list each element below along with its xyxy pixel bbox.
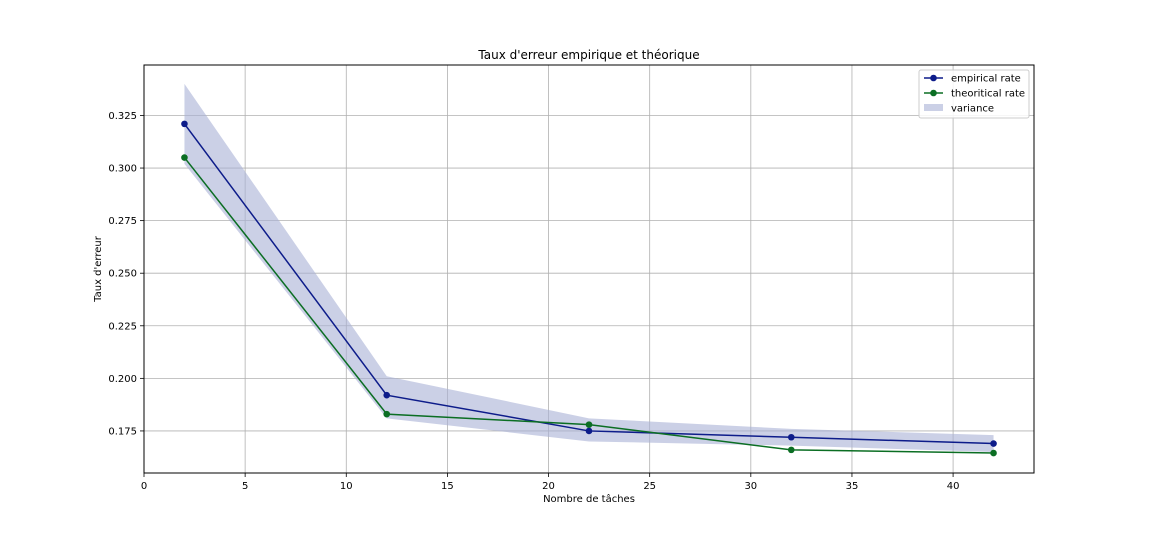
y-tick-label: 0.300	[108, 164, 137, 175]
y-tick-label: 0.175	[108, 426, 137, 437]
x-tick-label: 30	[744, 481, 757, 492]
x-axis-ticks: 0 5 10 15 20 25 30 35 40	[141, 473, 960, 492]
y-axis-title: Taux d'erreur	[93, 235, 104, 303]
x-tick-label: 5	[242, 481, 248, 492]
data-point	[990, 449, 997, 457]
series-lines	[181, 120, 997, 457]
x-tick-label: 25	[643, 481, 656, 492]
data-point	[585, 421, 593, 428]
x-tick-label: 10	[340, 481, 353, 492]
data-point	[585, 427, 593, 435]
series-theoritical	[181, 154, 997, 457]
y-tick-label: 0.250	[108, 269, 137, 280]
series-empirical	[181, 120, 997, 447]
data-point	[181, 120, 188, 128]
legend-label-theoritical: theoritical rate	[951, 89, 1025, 100]
data-point	[383, 410, 391, 418]
data-point	[383, 391, 391, 399]
y-tick-label: 0.275	[108, 216, 137, 227]
legend-label-variance: variance	[951, 104, 994, 115]
data-point	[181, 154, 188, 161]
x-tick-label: 20	[542, 481, 555, 492]
x-axis-title: Nombre de tâches	[543, 493, 635, 505]
legend-label-empirical: empirical rate	[951, 74, 1021, 85]
data-point	[990, 440, 997, 447]
y-tick-label: 0.200	[108, 374, 137, 385]
chart-title: Taux d'erreur empirique et théorique	[477, 48, 699, 62]
y-tick-label: 0.225	[108, 321, 137, 332]
legend: empirical rate theoritical rate variance	[918, 69, 1030, 119]
x-tick-label: 15	[441, 481, 454, 492]
y-tick-label: 0.325	[108, 111, 137, 122]
x-tick-label: 0	[141, 481, 147, 492]
x-tick-label: 40	[947, 481, 960, 492]
y-axis-ticks: 0.175 0.200 0.225 0.250 0.275 0.300 0.325	[108, 111, 144, 437]
legend-marker-theoritical	[930, 89, 937, 97]
plot-frame	[143, 64, 1035, 474]
x-tick-label: 35	[846, 481, 859, 492]
legend-box	[918, 69, 1030, 119]
data-point	[787, 433, 795, 441]
data-point	[787, 446, 795, 454]
legend-swatch-variance	[924, 104, 943, 111]
legend-marker-empirical	[930, 74, 937, 82]
